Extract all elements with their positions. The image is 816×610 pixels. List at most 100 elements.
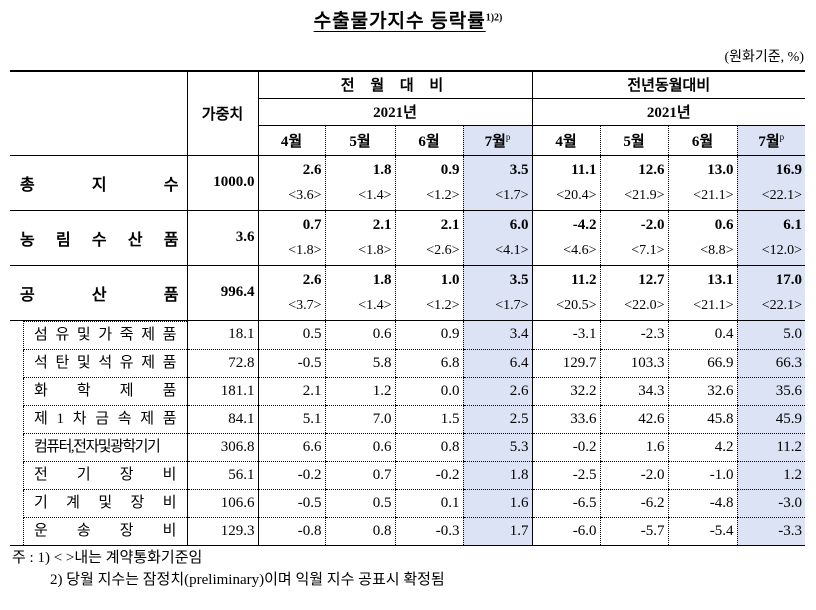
yoy-cell: 11.1 <20.4> — [531, 155, 601, 211]
yoy-cell: 66.3 — [736, 349, 806, 378]
rate-value: 12.6 — [638, 161, 665, 178]
sub-row: 기 계 및 장 비 106.6 -0.5 0.5 0.1 1.6 -6.5 -6.2 -4.8 -3.0 — [10, 489, 806, 518]
row-label-char: 송 — [76, 522, 91, 539]
yoy-cell: -2.5 — [531, 461, 601, 490]
mom-cell: 1.2 — [324, 377, 395, 406]
contract-currency-value: <1.2> — [426, 187, 460, 203]
rate-value: -4.2 — [572, 216, 597, 233]
mom-cell: -0.8 — [257, 517, 325, 546]
row-label-char: 속 — [117, 410, 132, 427]
row-label-char: 림 — [55, 231, 71, 249]
weight-cell: 129.3 — [186, 517, 258, 546]
yoy-month-header-2: 6월 — [667, 125, 738, 156]
weight-cell: 181.1 — [186, 377, 258, 406]
row-label-char: 장 — [119, 466, 134, 483]
yoy-cell: -0.2 — [531, 433, 601, 462]
mom-cell: 0.6 — [324, 433, 395, 462]
yoy-cell: -2.3 — [599, 319, 669, 350]
contract-currency-value: <12.0> — [761, 242, 803, 258]
mom-cell: 1.0 <1.2> — [394, 265, 463, 321]
yoy-cell: -6.0 — [531, 517, 601, 546]
main-row: 농 림 수 산 품 3.6 0.7 <1.8> 2.1 <1.8> 2.1 <2.6> 6.0 <4.1>… — [10, 210, 806, 266]
yoy-cell: 129.7 — [531, 349, 601, 378]
row-label-char: 탄 — [55, 354, 70, 371]
row-label-char: 컴퓨터,전자및광학기기 — [34, 438, 161, 455]
yoy-group-header: 전년동월대비 — [531, 70, 806, 99]
yoy-month-header-3: 7월p — [736, 125, 806, 156]
mom-cell: 1.5 — [394, 405, 463, 434]
row-label-char: 장 — [130, 494, 145, 511]
yoy-cell: -3.1 — [531, 319, 601, 350]
mom-month-header-0: 4월 — [257, 125, 325, 156]
contract-currency-value: <3.7> — [288, 297, 322, 313]
yoy-cell: 16.9 <22.1> — [736, 155, 806, 211]
main-row: 총 지 수 1000.0 2.6 <3.6> 1.8 <1.4> 0.9 <1.2> 3.5 <1.7… — [10, 155, 806, 211]
mom-month-header-1: 5월 — [324, 125, 395, 156]
yoy-month-header-1: 5월 — [599, 125, 669, 156]
note-2: 2) 당월 지수는 잠정치(preliminary)이며 익월 지수 공표시 확… — [50, 572, 445, 588]
row-label-char: 유 — [119, 354, 134, 371]
yoy-cell: 103.3 — [599, 349, 669, 378]
yoy-cell: 42.6 — [599, 405, 669, 434]
mom-cell: 5.8 — [324, 349, 395, 378]
yoy-cell: -5.7 — [599, 517, 669, 546]
mom-cell: 0.9 <1.2> — [394, 155, 463, 211]
row-label-char: 및 — [76, 326, 91, 343]
yoy-cell: 17.0 <22.1> — [736, 265, 806, 321]
rate-value: 2.1 — [440, 216, 460, 233]
sub-row: 컴퓨터,전자및광학기기 306.8 6.6 0.6 0.8 5.3 -0.2 1.6 4.2 11… — [10, 433, 806, 462]
row-label-char: 산 — [91, 286, 107, 304]
yoy-cell: 66.9 — [667, 349, 738, 378]
contract-currency-value: <21.1> — [693, 187, 734, 203]
row-label-char: 석 — [98, 354, 113, 371]
row-label-char: 제 — [141, 354, 155, 371]
mom-cell: 0.7 <1.8> — [257, 210, 325, 266]
mom-cell: 1.7 — [462, 517, 533, 546]
contract-currency-value: <20.4> — [556, 187, 597, 203]
mom-cell: 6.0 <4.1> — [462, 210, 533, 266]
row-label-char: 장 — [119, 522, 134, 539]
yoy-cell: 33.6 — [531, 405, 601, 434]
rate-value: 0.9 — [440, 161, 460, 178]
yoy-cell: -4.2 <4.6> — [531, 210, 601, 266]
mom-cell: 0.1 — [394, 489, 463, 518]
sub-row: 화 학 제 품 181.1 2.1 1.2 0.0 2.6 32.2 34.3 32.6 35.6 — [10, 377, 806, 406]
yoy-cell: 13.0 <21.1> — [667, 155, 738, 211]
weight-cell: 18.1 — [186, 319, 258, 350]
yoy-cell: 12.6 <21.9> — [599, 155, 669, 211]
row-label-char: 품 — [162, 354, 177, 371]
yoy-cell: 0.6 <8.8> — [667, 210, 738, 266]
contract-currency-value: <1.7> — [495, 187, 529, 203]
contract-currency-value: <1.7> — [495, 297, 529, 313]
month-label: 5월 — [349, 133, 371, 150]
title-footnote-marker: 1)2) — [485, 12, 503, 24]
row-label-char: 전 — [34, 466, 48, 483]
sub-row: 운 송 장 비 129.3 -0.8 0.8 -0.3 1.7 -6.0 -5.7 -5.4 -3.3 — [10, 517, 806, 546]
mom-cell: 0.7 — [324, 461, 395, 490]
yoy-cell: 0.4 — [667, 319, 738, 350]
row-label-char: 기 — [76, 466, 91, 483]
mom-cell: 3.5 <1.7> — [462, 265, 533, 321]
yoy-month-header-0: 4월 — [531, 125, 601, 156]
row-label-char: 1 — [56, 410, 65, 427]
weight-cell: 3.6 — [186, 210, 258, 266]
mom-cell: 2.1 <1.8> — [324, 210, 395, 266]
yoy-cell: 6.1 <12.0> — [736, 210, 806, 266]
sub-row: 전 기 장 비 56.1 -0.2 0.7 -0.2 1.8 -2.5 -2.0 -1.0 1.2 — [10, 461, 806, 490]
mom-cell: 1.8 — [462, 461, 533, 490]
row-label-char: 차 — [72, 410, 87, 427]
weight-header: 가중치 — [186, 70, 258, 156]
yoy-cell: 11.2 <20.5> — [531, 265, 601, 321]
yoy-cell: 4.2 — [667, 433, 738, 462]
sub-row: 섬 유 및 가 죽 제 품 18.1 0.5 0.6 0.9 3.4 -3.1 -2.3 0.4 5.0 — [10, 319, 806, 350]
row-label-char: 화 — [34, 382, 48, 399]
yoy-cell: -5.4 — [667, 517, 738, 546]
mom-cell: -0.2 — [257, 461, 325, 490]
rate-value: 6.1 — [783, 216, 803, 233]
mom-cell: 0.8 — [394, 433, 463, 462]
